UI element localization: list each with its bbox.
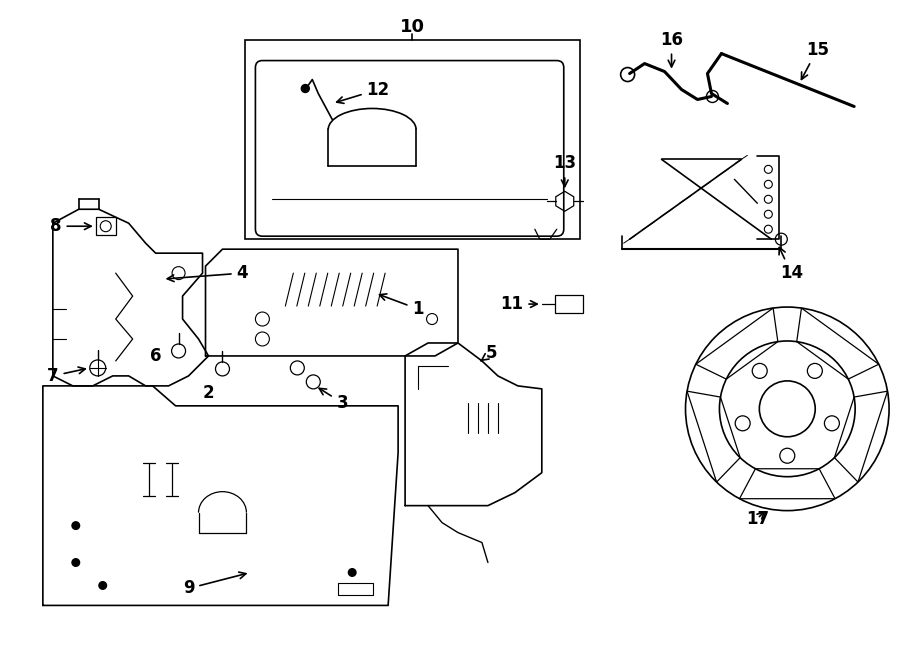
Bar [554, 295, 582, 313]
Circle shape [302, 85, 310, 93]
Text: 3: 3 [320, 389, 348, 412]
Text: 8: 8 [50, 217, 91, 235]
Text: 5: 5 [481, 344, 498, 362]
Text: 7: 7 [47, 367, 86, 385]
Text: 6: 6 [150, 347, 161, 365]
Text: 12: 12 [337, 81, 390, 103]
Text: 13: 13 [554, 155, 576, 186]
Text: 1: 1 [380, 294, 424, 318]
Text: 11: 11 [500, 295, 537, 313]
Circle shape [348, 568, 356, 576]
Text: 14: 14 [779, 247, 803, 282]
Text: 16: 16 [660, 30, 683, 67]
Bar [246, 40, 580, 239]
Circle shape [99, 582, 106, 589]
Text: 4: 4 [167, 264, 248, 282]
Bar [338, 584, 373, 596]
Text: 15: 15 [801, 40, 829, 79]
Circle shape [72, 559, 79, 566]
Text: 10: 10 [400, 18, 425, 36]
Text: 9: 9 [183, 572, 246, 598]
Text: 17: 17 [746, 510, 769, 527]
Text: 2: 2 [202, 384, 214, 402]
Circle shape [72, 522, 79, 529]
Bar [95, 217, 116, 235]
